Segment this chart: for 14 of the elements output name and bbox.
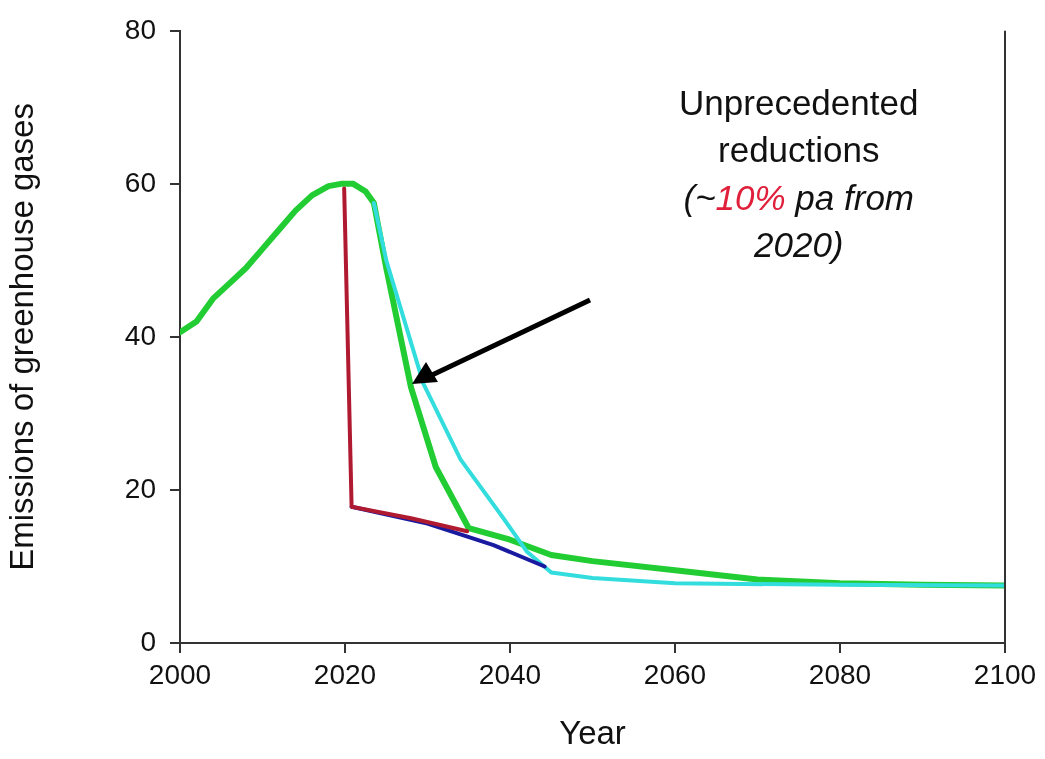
x-axis-title: Year <box>559 714 626 752</box>
x-tick-label: 2040 <box>478 658 542 690</box>
x-tick-label: 2020 <box>313 658 377 690</box>
x-tick-label: 2000 <box>148 658 212 690</box>
y-tick-label: 40 <box>124 319 156 351</box>
x-tick-label: 2060 <box>643 658 707 690</box>
y-tick-label: 60 <box>124 166 156 198</box>
y-axis-title: Emissions of greenhouse gases <box>2 103 40 571</box>
y-tick-label: 0 <box>140 625 156 657</box>
y-tick-label: 20 <box>124 472 156 504</box>
y-tick-label: 80 <box>124 13 156 45</box>
annotation: (~10% pa from 2020) <box>683 177 915 264</box>
x-tick-label: 2080 <box>808 658 872 690</box>
x-tick-label: 2100 <box>973 658 1037 690</box>
